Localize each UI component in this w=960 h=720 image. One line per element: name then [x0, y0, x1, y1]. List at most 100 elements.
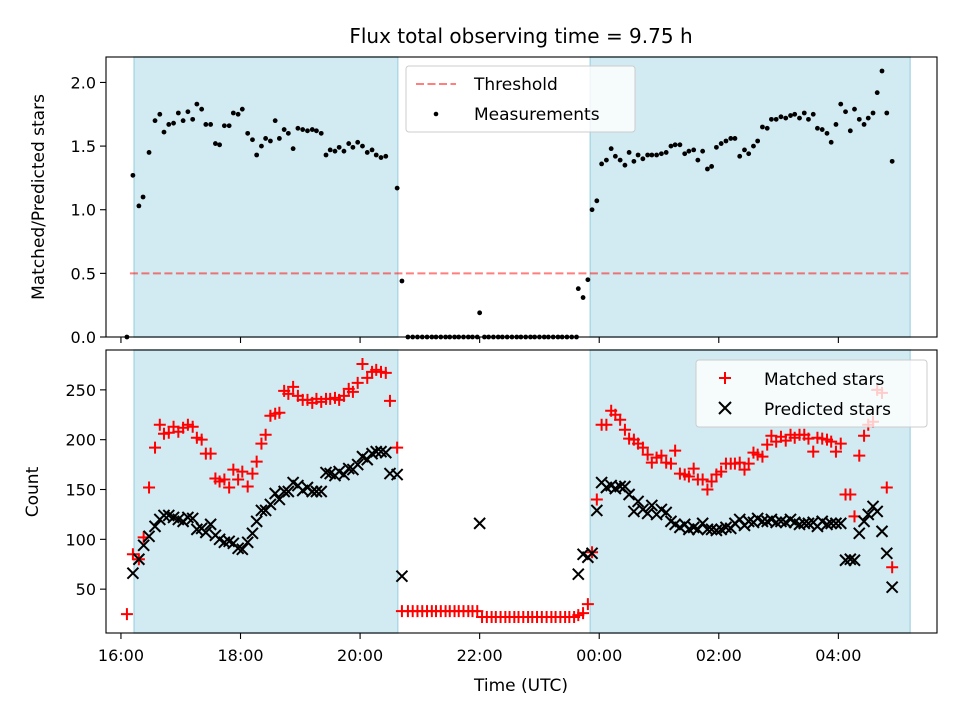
measurement-point — [626, 150, 632, 155]
y-tick-label: 1.0 — [71, 201, 96, 220]
measurement-point — [658, 151, 664, 157]
measurement-point — [732, 136, 738, 141]
measurement-point — [768, 116, 774, 122]
measurement-point — [635, 152, 641, 158]
predicted-star-point — [137, 539, 150, 552]
measurement-point — [323, 152, 329, 158]
predicted-star-point — [250, 515, 263, 528]
measurement-point — [194, 101, 200, 107]
predicted-star-point — [871, 505, 884, 518]
measurement-point — [477, 310, 483, 316]
measurement-point — [336, 144, 342, 150]
measurement-point — [797, 115, 802, 121]
measurement-point — [580, 295, 586, 300]
measurement-point — [199, 106, 205, 112]
measurement-point — [760, 124, 765, 130]
top-panel-frame — [105, 56, 938, 338]
measurement-point — [318, 130, 324, 136]
matched-star-point — [195, 433, 208, 446]
y-tick-label: 0.0 — [71, 328, 96, 347]
measurement-point — [589, 207, 595, 213]
measurement-point — [254, 152, 260, 158]
y-tick-label: 250 — [65, 381, 96, 400]
predicted-star-point — [282, 485, 295, 498]
measurement-point — [140, 194, 146, 200]
measurement-point — [399, 278, 405, 284]
predicted-star-point — [246, 527, 259, 540]
measurement-point — [217, 142, 222, 148]
measurement-point — [709, 164, 715, 169]
predicted-star-point — [829, 517, 843, 530]
measurement-point — [245, 130, 251, 136]
predicted-star-point — [585, 547, 599, 560]
legend-predicted-label: Predicted stars — [764, 400, 891, 420]
measurement-point — [677, 142, 683, 148]
predicted-star-point — [622, 488, 636, 501]
measurement-point — [203, 122, 209, 127]
measurement-point — [332, 148, 338, 154]
predicted-star-point — [310, 485, 323, 498]
measurement-point — [879, 68, 885, 74]
legend-matched-label: Matched stars — [764, 370, 884, 390]
measurement-point — [828, 139, 834, 145]
matched-star-point — [807, 445, 820, 458]
matched-star-point — [259, 428, 272, 441]
predicted-star-point — [132, 553, 146, 566]
matched-star-point — [641, 448, 654, 461]
measurement-point — [746, 151, 752, 157]
measurement-point — [146, 150, 152, 155]
predicted-star-point — [719, 521, 733, 534]
predicted-star-point — [315, 485, 328, 498]
measurement-point — [723, 138, 729, 144]
matched-star-point — [346, 385, 359, 398]
matched-star-point — [761, 438, 774, 451]
matched-star-point — [227, 463, 240, 476]
matched-star-point — [853, 449, 866, 462]
measurement-point — [801, 110, 807, 116]
measurement-point — [861, 122, 867, 127]
measurement-point — [157, 111, 163, 117]
x-tick-label: 00:00 — [576, 646, 622, 665]
measurement-point — [221, 123, 227, 129]
matched-star-point — [186, 420, 199, 433]
measurement-point — [755, 138, 761, 144]
matched-star-point — [255, 437, 268, 450]
matched-star-point — [682, 470, 695, 483]
predicted-star-point — [853, 527, 866, 540]
chart-title: Flux total observing time = 9.75 h — [349, 24, 692, 48]
bottom-panel-frame — [105, 349, 938, 634]
measurement-point — [285, 130, 291, 136]
predicted-star-point — [319, 466, 333, 479]
bottom-legend: Matched stars Predicted stars — [695, 359, 928, 428]
predicted-star-point — [181, 511, 195, 524]
measurement-point — [631, 158, 637, 164]
matched-star-point — [742, 457, 755, 470]
predicted-star-point — [342, 462, 355, 475]
measurement-point — [645, 152, 651, 158]
predicted-star-point — [824, 517, 838, 530]
predicted-star-point — [880, 547, 893, 560]
measurement-point — [833, 122, 839, 127]
matched-star-point — [149, 441, 162, 454]
predicted-star-point — [374, 445, 388, 458]
matched-star-point — [383, 394, 396, 407]
measurement-point — [314, 128, 319, 134]
measurement-point — [208, 122, 214, 127]
y-tick-label: 100 — [65, 530, 96, 549]
predicted-star-point — [255, 504, 268, 517]
matched-star-point — [153, 418, 166, 431]
x-tick-label: 16:00 — [98, 646, 144, 665]
measurement-point — [884, 110, 890, 116]
matched-star-point — [844, 488, 857, 501]
matched-star-point — [337, 389, 350, 402]
bottom-y-axis-label: Count — [23, 466, 43, 517]
measurement-point — [136, 203, 142, 209]
measurement-point — [300, 127, 306, 132]
measurement-point — [295, 125, 301, 131]
legend-matched-swatch — [719, 372, 731, 384]
measurement-point — [608, 146, 614, 152]
y-tick-label: 50 — [76, 580, 96, 599]
predicted-star-point — [264, 498, 277, 511]
predicted-star-point — [395, 569, 409, 583]
measurement-point — [751, 143, 756, 149]
